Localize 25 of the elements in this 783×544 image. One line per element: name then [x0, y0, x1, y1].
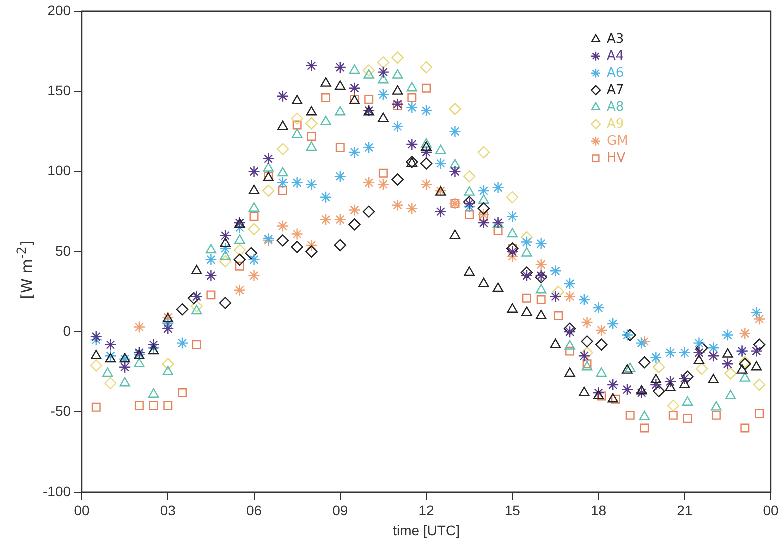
- x-tick-label: 12: [418, 502, 435, 519]
- x-tick-label: 15: [504, 502, 521, 519]
- x-axis-title: time [UTC]: [393, 522, 460, 538]
- y-tick-label: -100: [42, 483, 72, 500]
- legend-label: A3: [607, 32, 624, 47]
- y-tick-label: 200: [48, 2, 72, 18]
- x-tick-label: 09: [332, 502, 348, 519]
- y-tick-label: 50: [55, 242, 72, 259]
- y-tick-label: 0: [63, 322, 72, 339]
- legend-label: A4: [607, 48, 624, 64]
- y-tick-label: 150: [48, 82, 72, 98]
- legend-label: A8: [607, 100, 624, 115]
- legend-label: A6: [607, 66, 624, 81]
- legend-label: GM: [607, 134, 628, 149]
- x-tick-label: 18: [590, 502, 607, 519]
- legend-label: A9: [607, 116, 624, 132]
- legend-label: HV: [607, 150, 626, 166]
- x-tick-label: 06: [246, 502, 262, 519]
- y-tick-label: 100: [48, 162, 72, 179]
- x-tick-label: 03: [160, 502, 176, 519]
- legend-label: A7: [607, 82, 624, 98]
- x-tick-label: 00: [74, 502, 90, 519]
- x-tick-label: 00: [763, 502, 779, 519]
- x-tick-label: 21: [677, 502, 693, 519]
- y-tick-label: -50: [50, 403, 72, 420]
